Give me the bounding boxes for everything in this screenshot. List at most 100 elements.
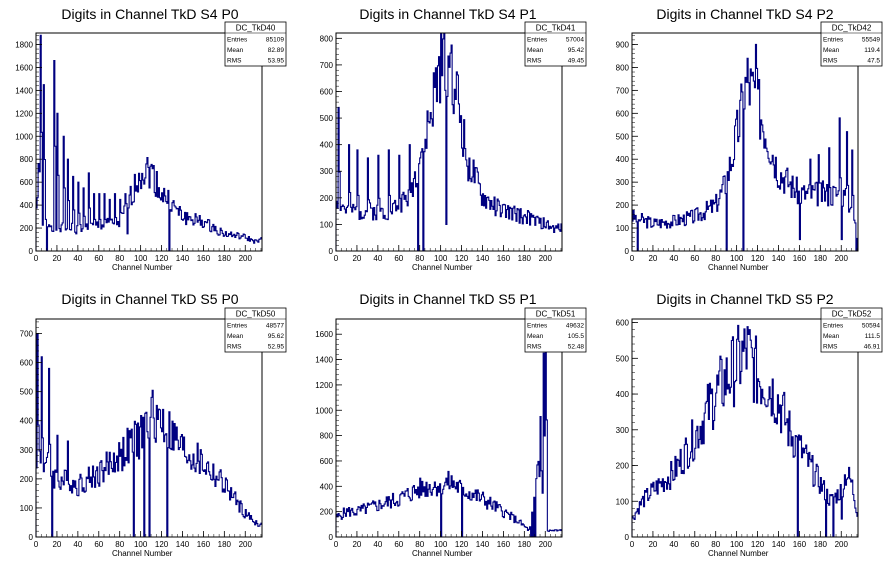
y-tick-label: 1000 bbox=[15, 132, 33, 141]
x-tick-label: 140 bbox=[176, 254, 190, 263]
x-tick-label: 160 bbox=[793, 540, 807, 549]
stats-value: 46.91 bbox=[864, 344, 881, 351]
stats-name: DC_TkD50 bbox=[236, 310, 276, 319]
y-tick-label: 600 bbox=[616, 109, 630, 118]
stats-label: Entries bbox=[823, 37, 844, 44]
histogram-panel-5: Digits in Channel TkD S5 P2 0 20 40 60 80 100 1… bbox=[616, 291, 883, 558]
stats-box-frame bbox=[820, 307, 883, 353]
y-tick-label: 0 bbox=[625, 533, 630, 542]
stats-label: Mean bbox=[227, 333, 244, 340]
x-axis-label: Channel Number bbox=[708, 549, 769, 558]
histogram-panel-4: Digits in Channel TkD S5 P1 0 20 40 60 80 100 1… bbox=[315, 291, 587, 558]
stats-box: DC_TkD51 Entries 49632 Mean 105.5 RMS 52.48 bbox=[524, 307, 587, 353]
stats-value: 119.4 bbox=[864, 47, 880, 54]
y-tick-label: 600 bbox=[20, 359, 34, 368]
y-tick-label: 1200 bbox=[15, 109, 33, 118]
x-tick-label: 80 bbox=[415, 254, 424, 263]
x-tick-label: 20 bbox=[648, 540, 657, 549]
x-tick-label: 140 bbox=[772, 254, 786, 263]
x-axis-label: Channel Number bbox=[412, 263, 473, 272]
stats-value: 49.45 bbox=[568, 58, 585, 65]
y-tick-label: 0 bbox=[329, 533, 334, 542]
stats-label: RMS bbox=[527, 344, 542, 351]
stats-box-frame bbox=[224, 307, 287, 353]
y-tick-label: 200 bbox=[20, 224, 34, 233]
histogram-panel-3: Digits in Channel TkD S5 P0 0 20 40 60 80 100 1… bbox=[20, 291, 287, 558]
y-tick-label: 800 bbox=[616, 63, 630, 72]
x-tick-label: 40 bbox=[373, 540, 382, 549]
stats-value: 95.62 bbox=[268, 333, 285, 340]
stats-value: 95.42 bbox=[568, 47, 585, 54]
stats-label: Entries bbox=[527, 323, 548, 330]
y-tick-label: 800 bbox=[20, 155, 34, 164]
y-tick-label: 400 bbox=[616, 155, 630, 164]
y-tick-label: 1600 bbox=[315, 330, 333, 339]
y-tick-label: 1000 bbox=[315, 406, 333, 415]
y-tick-label: 600 bbox=[320, 457, 334, 466]
stats-value: 82.89 bbox=[268, 47, 285, 54]
stats-value: 52.48 bbox=[568, 344, 585, 351]
y-tick-label: 200 bbox=[320, 194, 334, 203]
y-tick-label: 100 bbox=[616, 224, 630, 233]
x-tick-label: 80 bbox=[415, 540, 424, 549]
histogram-line bbox=[335, 32, 562, 252]
y-tick-label: 0 bbox=[29, 247, 34, 256]
x-tick-label: 140 bbox=[476, 254, 490, 263]
y-tick-label: 1800 bbox=[15, 40, 33, 49]
stats-box: DC_TkD50 Entries 48577 Mean 95.62 RMS 52.95 bbox=[224, 307, 287, 353]
x-tick-label: 200 bbox=[239, 254, 253, 263]
y-tick-label: 800 bbox=[320, 432, 334, 441]
y-tick-label: 500 bbox=[616, 354, 630, 363]
histogram-panel-0: Digits in Channel TkD S4 P0 0 20 40 60 80 100 1… bbox=[15, 6, 287, 272]
x-tick-label: 160 bbox=[197, 540, 211, 549]
x-tick-label: 140 bbox=[176, 540, 190, 549]
y-tick-label: 900 bbox=[616, 40, 630, 49]
x-tick-label: 40 bbox=[669, 254, 678, 263]
x-tick-label: 200 bbox=[835, 540, 849, 549]
y-tick-label: 1400 bbox=[315, 356, 333, 365]
stats-label: Entries bbox=[227, 323, 248, 330]
x-tick-label: 120 bbox=[155, 540, 169, 549]
x-tick-label: 120 bbox=[751, 254, 765, 263]
stats-label: Mean bbox=[527, 333, 544, 340]
plot-frame bbox=[35, 32, 263, 252]
y-tick-label: 300 bbox=[616, 426, 630, 435]
x-tick-label: 180 bbox=[814, 254, 828, 263]
y-tick-label: 200 bbox=[20, 475, 34, 484]
x-tick-label: 100 bbox=[730, 254, 744, 263]
stats-value: 55549 bbox=[862, 37, 880, 44]
plot-frame bbox=[335, 318, 563, 538]
histogram-line bbox=[35, 332, 262, 538]
stats-box: DC_TkD42 Entries 55549 Mean 119.4 RMS 47.5 bbox=[820, 21, 883, 67]
x-tick-label: 60 bbox=[394, 540, 403, 549]
stats-label: Entries bbox=[823, 323, 844, 330]
stats-label: RMS bbox=[227, 58, 242, 65]
stats-value: 85109 bbox=[266, 37, 284, 44]
x-axis-label: Channel Number bbox=[112, 549, 173, 558]
stats-value: 53.95 bbox=[268, 58, 285, 65]
x-axis-label: Channel Number bbox=[412, 549, 473, 558]
plot-frame bbox=[335, 32, 563, 252]
x-axis-label: Channel Number bbox=[112, 263, 173, 272]
y-tick-label: 0 bbox=[625, 247, 630, 256]
x-tick-label: 20 bbox=[52, 540, 61, 549]
stats-value: 49632 bbox=[566, 323, 584, 330]
panel-title: Digits in Channel TkD S4 P1 bbox=[359, 6, 536, 22]
stats-name: DC_TkD41 bbox=[536, 24, 576, 33]
y-tick-label: 200 bbox=[616, 201, 630, 210]
stats-label: Entries bbox=[227, 37, 248, 44]
stats-label: Mean bbox=[227, 47, 244, 54]
histogram-panel-2: Digits in Channel TkD S4 P2 0 20 40 60 80 100 1… bbox=[616, 6, 883, 272]
x-tick-label: 140 bbox=[772, 540, 786, 549]
x-tick-label: 200 bbox=[835, 254, 849, 263]
y-tick-label: 300 bbox=[616, 178, 630, 187]
x-tick-label: 200 bbox=[539, 540, 553, 549]
histogram-panel-1: Digits in Channel TkD S4 P1 0 20 40 60 80 100 1… bbox=[320, 6, 587, 272]
plot-frame bbox=[631, 32, 859, 252]
stats-value: 57004 bbox=[566, 37, 584, 44]
x-tick-label: 40 bbox=[669, 540, 678, 549]
stats-name: DC_TkD51 bbox=[536, 310, 576, 319]
x-tick-label: 120 bbox=[155, 254, 169, 263]
stats-box-frame bbox=[820, 21, 883, 67]
